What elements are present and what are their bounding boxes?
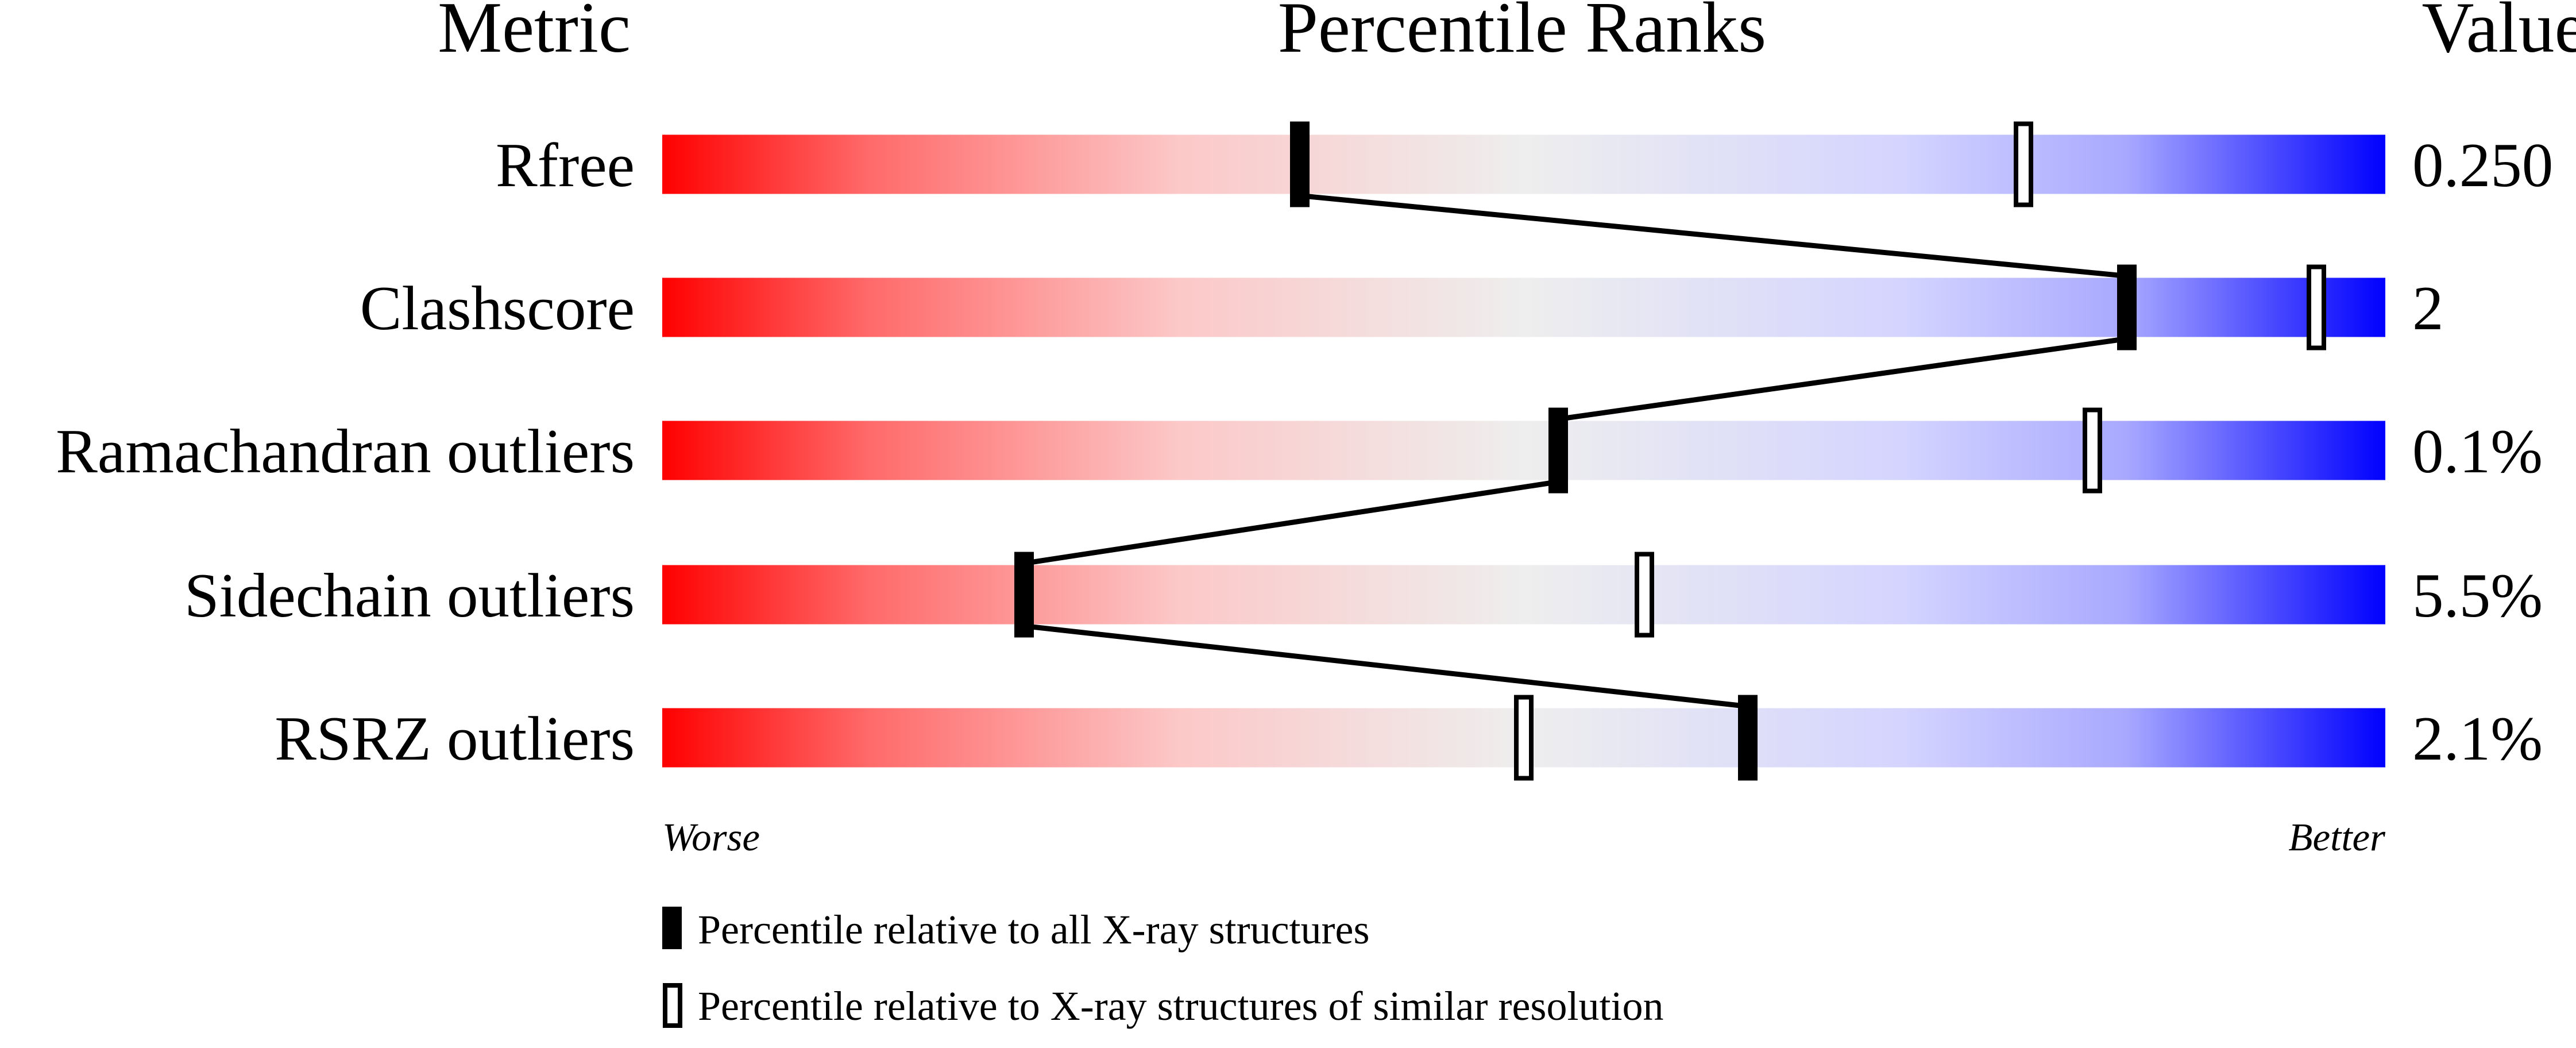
marker-all-structures [1738, 695, 1758, 781]
percentile-bar [662, 278, 2385, 337]
metric-value: 0.250 [2412, 130, 2553, 200]
marker-similar-resolution [1514, 695, 1534, 781]
connector-line [1558, 336, 2127, 422]
connector-line [1024, 623, 1748, 709]
better-label: Better [2288, 815, 2386, 859]
chart-title: Percentile Ranks [1278, 0, 1766, 68]
marker-all-structures [1548, 407, 1568, 494]
metric-label: RSRZ outliers [275, 704, 635, 773]
metric-label: Rfree [496, 130, 635, 200]
legend-open-marker [663, 983, 682, 1028]
legend-filled-marker [662, 907, 682, 949]
marker-similar-resolution [2083, 407, 2102, 494]
legend-open-label: Percentile relative to X-ray structures … [698, 983, 1663, 1029]
metric-value: 0.1% [2412, 417, 2543, 486]
worse-label: Worse [662, 815, 760, 859]
metric-label: Ramachandran outliers [56, 417, 635, 486]
metric-value: 2.1% [2412, 704, 2543, 773]
legend-filled-label: Percentile relative to all X-ray structu… [698, 907, 1370, 953]
connector-line [1299, 193, 2127, 279]
metric-value: 5.5% [2412, 561, 2543, 630]
metric-label: Sidechain outliers [184, 561, 635, 630]
value-header: Value [2422, 0, 2576, 68]
percentile-bar [662, 134, 2385, 194]
metric-label: Clashscore [360, 273, 635, 343]
percentile-bar [662, 565, 2385, 625]
marker-all-structures [2117, 264, 2137, 350]
metric-value: 2 [2412, 273, 2444, 343]
metric-header: Metric [438, 0, 631, 68]
marker-all-structures [1014, 552, 1034, 638]
marker-similar-resolution [2014, 121, 2033, 207]
marker-all-structures [1290, 121, 1310, 207]
connector-line [1024, 479, 1559, 566]
percentile-bar [662, 421, 2385, 480]
marker-similar-resolution [2307, 264, 2326, 350]
marker-similar-resolution [1635, 552, 1654, 638]
